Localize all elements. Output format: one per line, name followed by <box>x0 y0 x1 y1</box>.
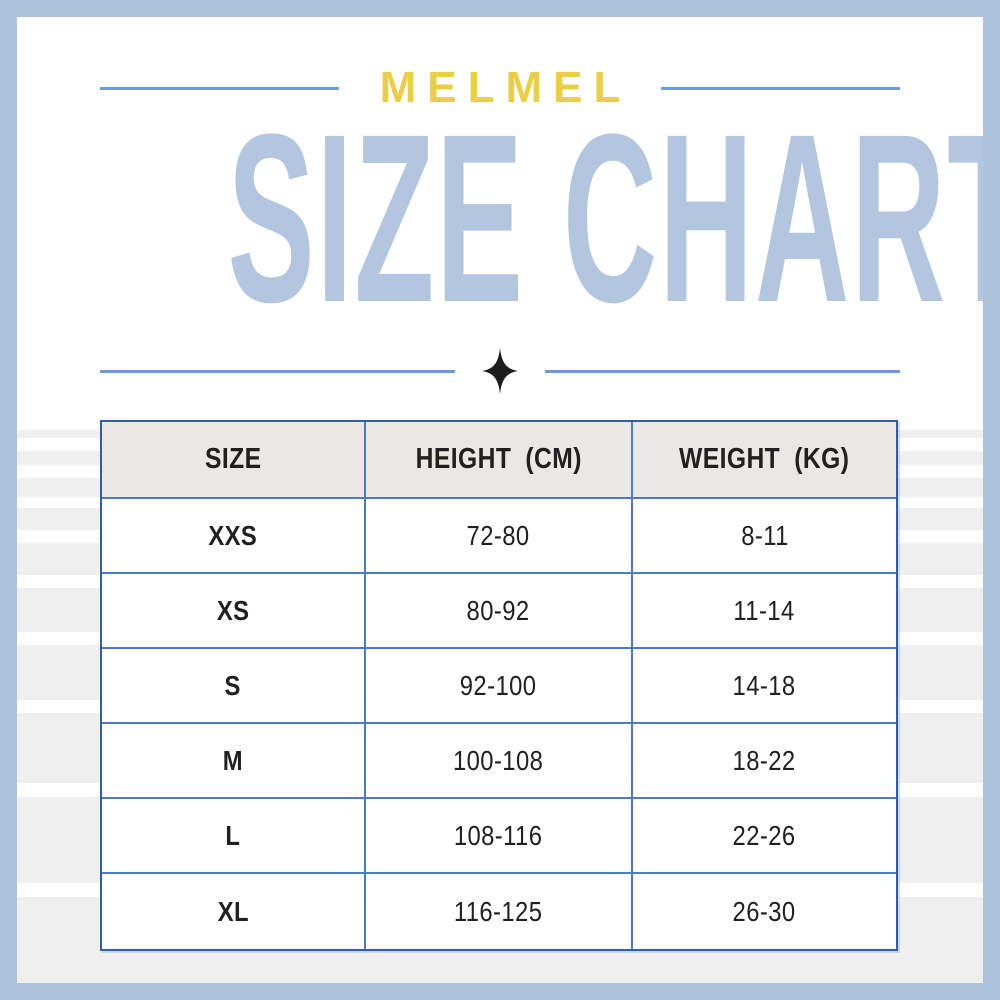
weight-cell-xl: 26-30 <box>633 874 896 949</box>
divider-line-right <box>545 369 900 373</box>
sparkle-divider <box>100 348 900 394</box>
weight-cell-s: 14-18 <box>633 649 896 724</box>
sparkle-icon <box>482 348 518 394</box>
col-header-size: SIZE <box>102 422 366 499</box>
size-cell-m: M <box>102 724 366 799</box>
size-cell-l: L <box>102 799 366 874</box>
height-cell-s: 92-100 <box>366 649 633 724</box>
weight-cell-l: 22-26 <box>633 799 896 874</box>
divider-line-left <box>100 369 455 373</box>
weight-cell-xxs: 8-11 <box>633 499 896 574</box>
height-cell-xl: 116-125 <box>366 874 633 949</box>
brand-name: MELMEL <box>379 63 632 112</box>
height-cell-m: 100-108 <box>366 724 633 799</box>
brand-divider-line-right <box>661 86 901 90</box>
brand-row: MELMEL <box>100 63 901 112</box>
size-cell-xl: XL <box>102 874 366 949</box>
size-table: SIZE HEIGHT (CM) WEIGHT (KG) XXS 72-80 8… <box>100 420 898 951</box>
col-header-weight: WEIGHT (KG) <box>633 422 896 499</box>
weight-cell-m: 18-22 <box>633 724 896 799</box>
height-cell-xxs: 72-80 <box>366 499 633 574</box>
brand-divider-line-left <box>100 86 339 90</box>
weight-cell-xs: 11-14 <box>633 574 896 649</box>
col-header-height: HEIGHT (CM) <box>366 422 633 499</box>
height-cell-xs: 80-92 <box>366 574 633 649</box>
height-cell-l: 108-116 <box>366 799 633 874</box>
page-title: SIZE CHART <box>227 84 1000 352</box>
size-cell-xxs: XXS <box>102 499 366 574</box>
size-cell-s: S <box>102 649 366 724</box>
size-cell-xs: XS <box>102 574 366 649</box>
